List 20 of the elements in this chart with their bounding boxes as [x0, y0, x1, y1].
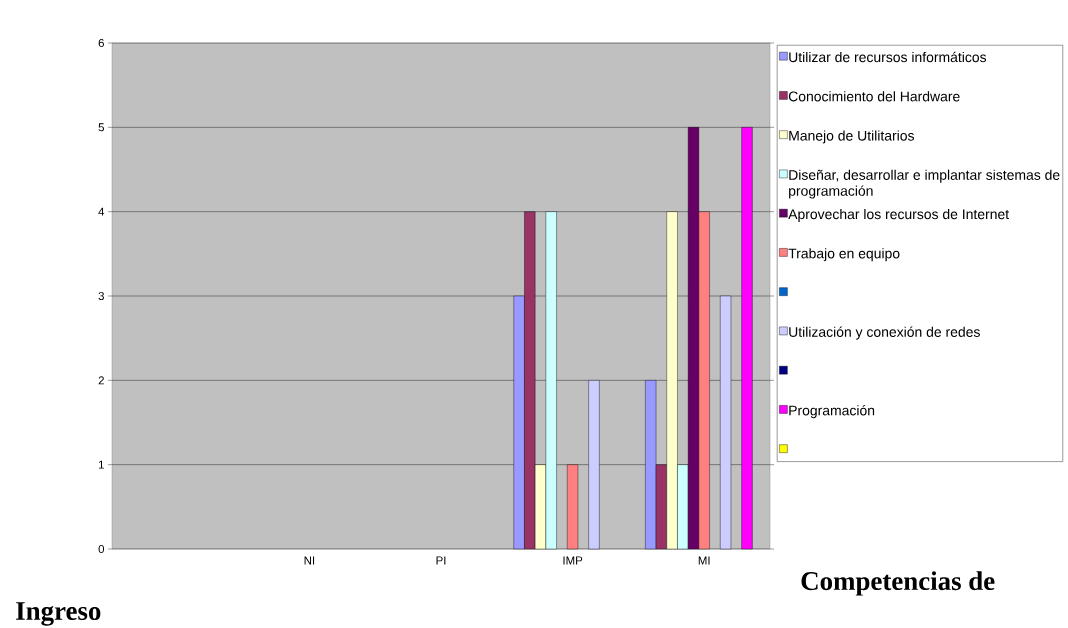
legend-label: Trabajo en equipo — [788, 248, 900, 262]
legend-label: Programación — [789, 404, 875, 419]
legend-label: Aprovechar los recursos de Internet — [788, 208, 1009, 222]
y-tick-label: 0 — [98, 544, 105, 554]
x-tick-label: MI — [698, 556, 710, 565]
y-tick-label: 2 — [98, 376, 104, 385]
y-tick-label: 4 — [98, 207, 105, 216]
legend-label: Utilizar de recursos informáticos — [789, 51, 987, 63]
text: Competencias de Ingreso — [16, 571, 995, 626]
y-tick-label: 5 — [98, 123, 104, 132]
x-tick-label: PI — [436, 556, 446, 565]
legend-label: Diseñar, desarrollar e implantar sistemas de programación — [789, 169, 1060, 199]
y-tick-label: 1 — [98, 460, 104, 469]
x-tick-label: NI — [304, 556, 315, 565]
legend-label: Manejo de Utilitarios — [789, 130, 914, 144]
y-tick-label: 6 — [98, 38, 104, 48]
legend-label: Utilización y conexión de redes — [789, 326, 980, 340]
y-tick-label: 3 — [98, 291, 104, 301]
x-tick-label: IMP — [563, 556, 583, 565]
legend-label: Conocimiento del Hardware — [788, 91, 960, 102]
